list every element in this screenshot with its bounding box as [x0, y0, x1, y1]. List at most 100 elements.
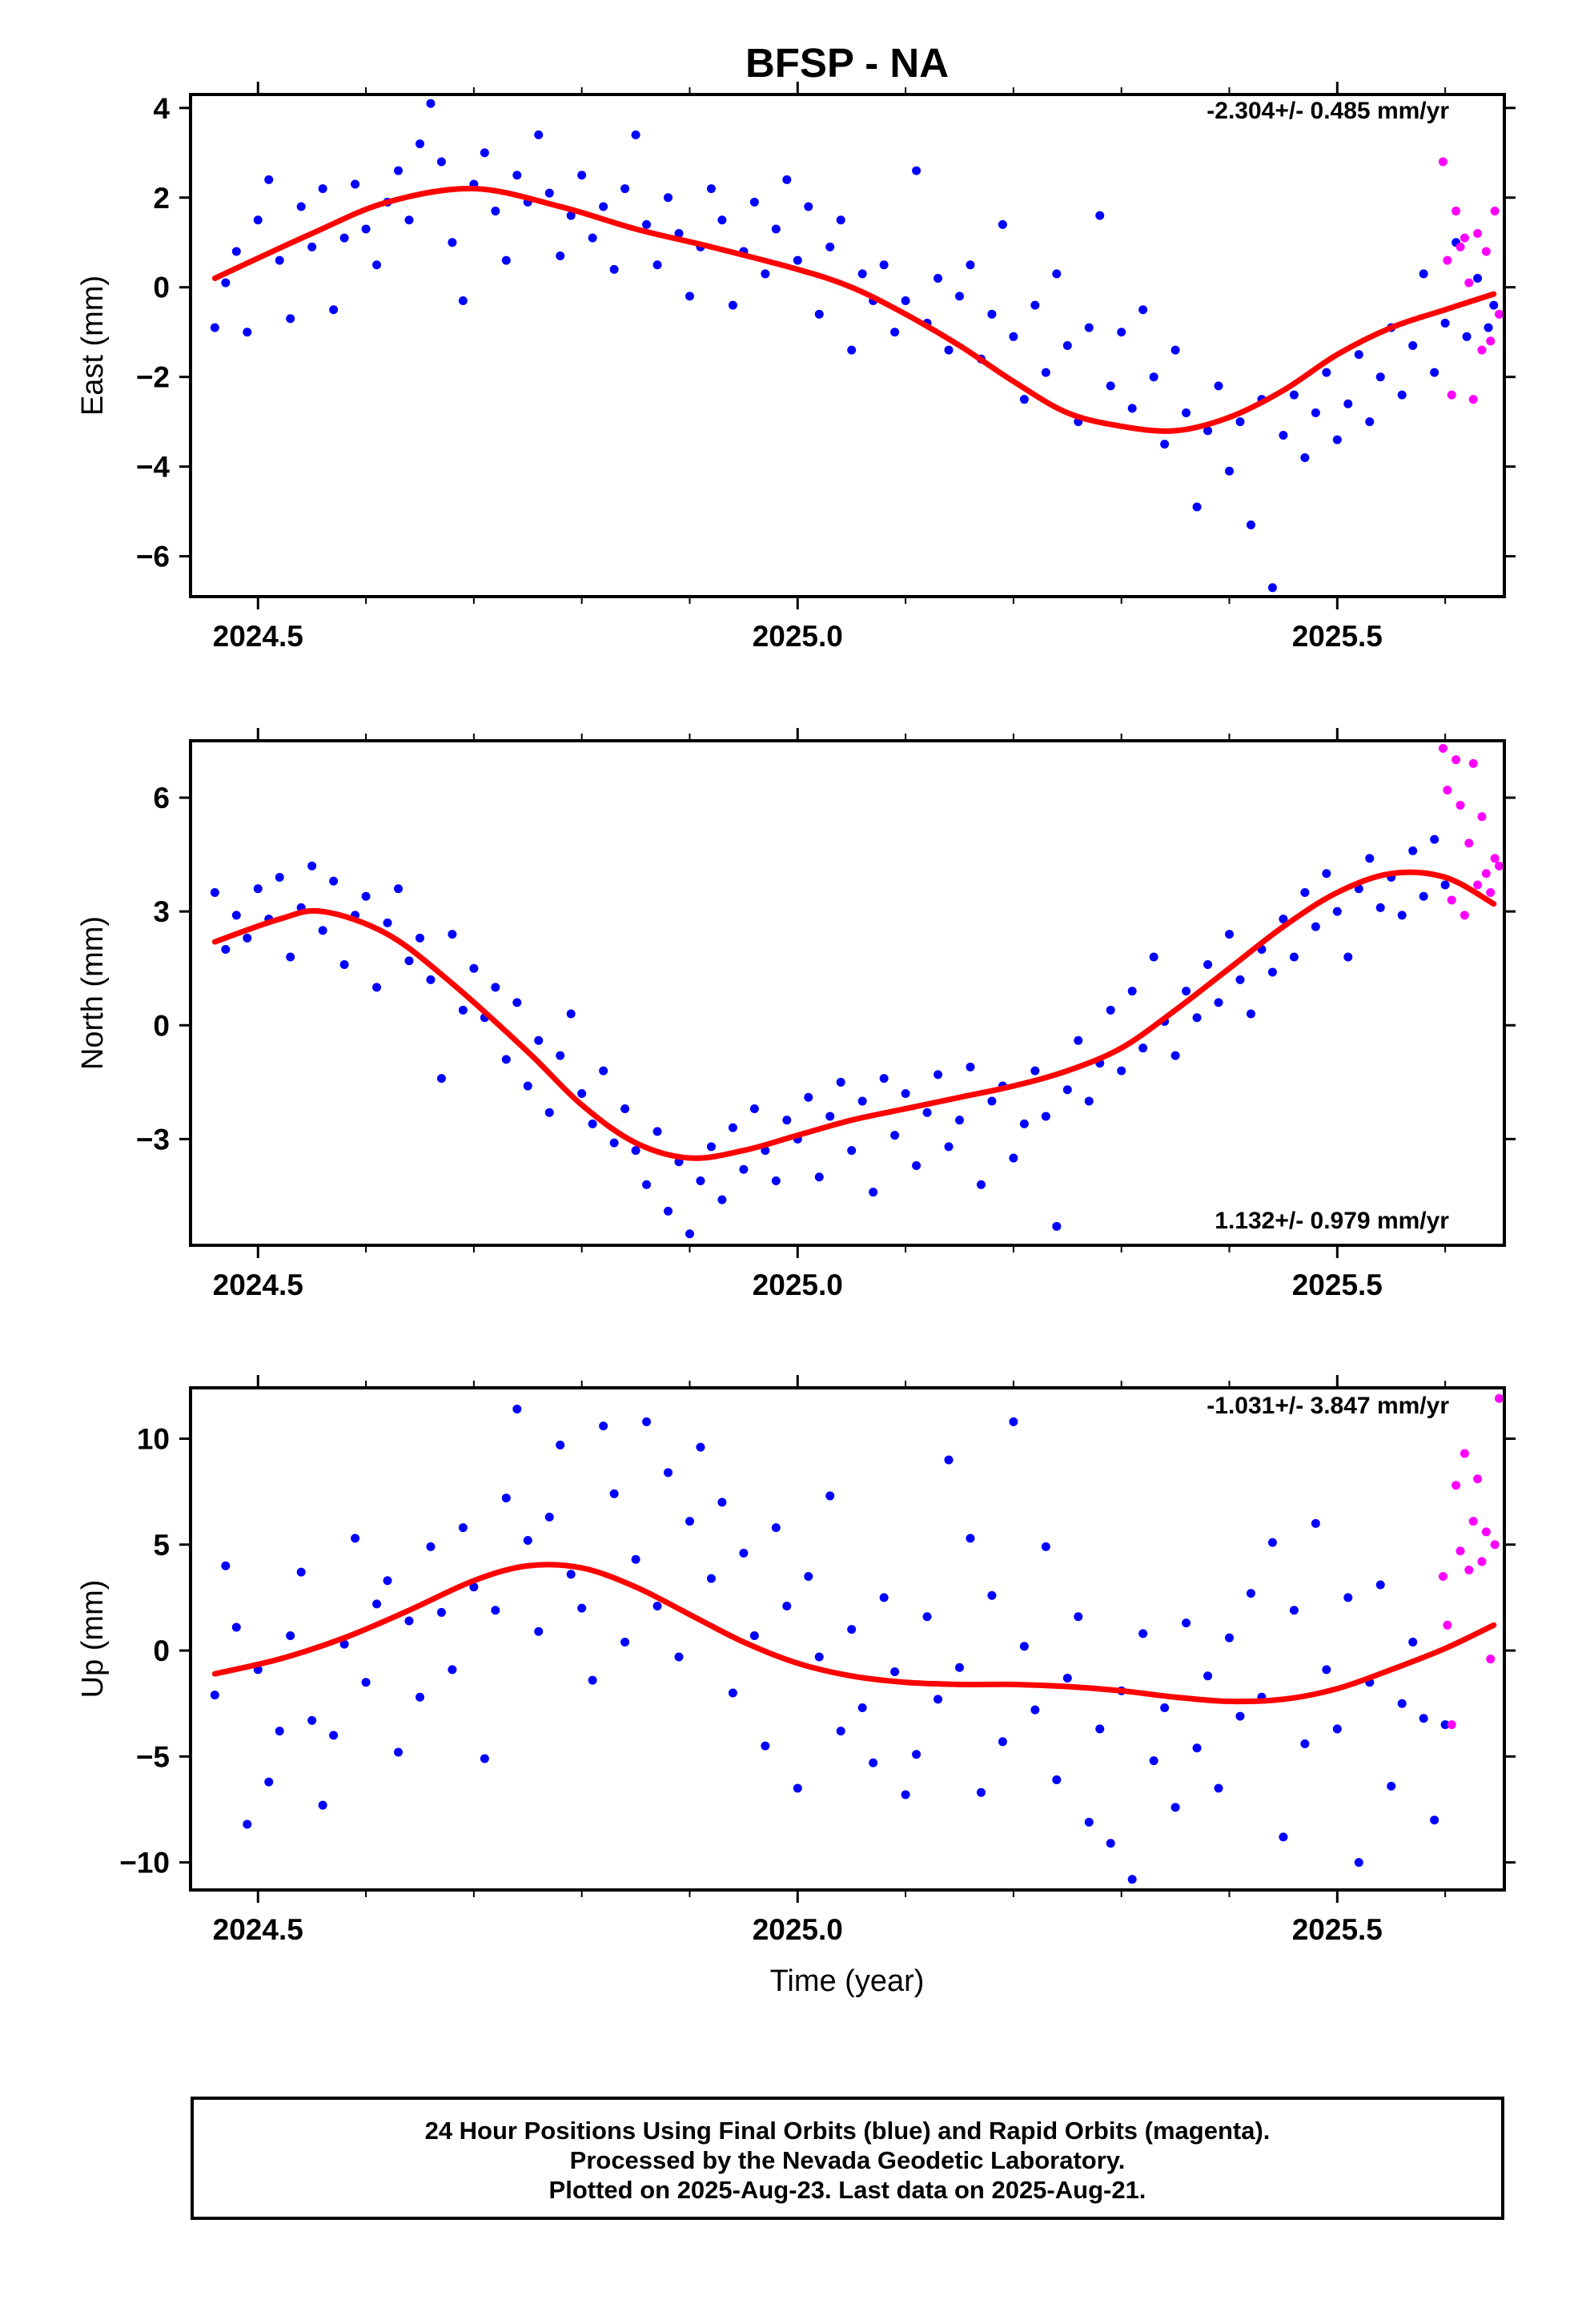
final-orbit-point [836, 215, 845, 225]
final-orbit-point [1430, 834, 1439, 844]
final-orbit-point [588, 1119, 597, 1128]
rapid-orbit-point [1486, 1655, 1496, 1664]
final-orbit-point [1279, 915, 1288, 924]
y-tick-label: −6 [136, 541, 170, 573]
final-orbit-point [685, 1229, 694, 1239]
y-tick-label: −2 [136, 361, 170, 394]
final-orbit-point [814, 309, 824, 319]
final-orbit-point [329, 1731, 339, 1740]
panel-1: −6 −4 −2 0 2 4 2024.5 2025.0 2025.5 East (mm) -2.3… [76, 82, 1516, 653]
rapid-orbit-point [1443, 786, 1452, 795]
final-orbit-point [1214, 998, 1223, 1007]
rapid-orbit-point [1495, 309, 1504, 319]
final-orbit-point [544, 1108, 554, 1117]
final-orbit-point [664, 1206, 673, 1216]
final-orbit-point [934, 1070, 943, 1080]
y-axis-label: East (mm) [76, 275, 110, 416]
final-orbit-point [264, 1777, 274, 1787]
final-orbit-point [771, 1523, 781, 1533]
final-orbit-point [1138, 1043, 1148, 1053]
final-orbit-point [1149, 952, 1158, 962]
final-orbit-point [415, 139, 424, 149]
rapid-orbit-point [1490, 854, 1500, 863]
final-orbit-point [1473, 274, 1483, 283]
final-orbit-point [814, 1172, 824, 1182]
rapid-orbit-point [1460, 911, 1469, 920]
final-orbit-point [1041, 1542, 1050, 1551]
final-orbit-point [1062, 341, 1072, 350]
final-orbit-point [954, 292, 964, 301]
final-orbit-point [480, 1754, 489, 1763]
final-orbit-point [1192, 1743, 1202, 1753]
final-orbit-point [534, 130, 544, 139]
final-orbit-point [869, 1758, 878, 1767]
final-orbit-point [782, 1601, 792, 1610]
final-orbit-point [448, 1665, 457, 1675]
final-orbit-point [1289, 1606, 1299, 1615]
final-orbit-point [609, 264, 619, 274]
final-orbit-point [1009, 1153, 1018, 1163]
data-layer [210, 743, 1504, 1239]
final-orbit-point [1397, 1699, 1407, 1708]
final-orbit-point [210, 887, 219, 897]
final-orbit-point [1203, 426, 1213, 436]
final-orbit-point [1160, 440, 1170, 449]
rapid-orbit-point [1464, 838, 1474, 848]
final-orbit-point [998, 219, 1007, 229]
final-orbit-point [329, 305, 339, 315]
final-orbit-point [976, 1180, 986, 1189]
caption-line-2: Processed by the Nevada Geodetic Laborat… [569, 2146, 1126, 2174]
final-orbit-point [857, 1096, 867, 1106]
final-orbit-point [383, 1576, 392, 1586]
final-orbit-point [329, 876, 339, 886]
final-orbit-point [879, 1074, 889, 1084]
final-orbit-point [1289, 390, 1299, 400]
rapid-orbit-point [1490, 1540, 1500, 1550]
y-axis-label: Up (mm) [76, 1580, 110, 1699]
x-axis-label: Time (year) [770, 1964, 925, 1998]
rapid-orbit-point [1481, 1527, 1491, 1537]
final-orbit-point [448, 238, 457, 247]
final-orbit-point [739, 1548, 749, 1558]
final-orbit-point [804, 202, 813, 211]
rapid-orbit-point [1452, 755, 1461, 765]
final-orbit-point [869, 1188, 878, 1197]
final-orbit-point [501, 255, 511, 265]
y-tick-label: −4 [136, 451, 171, 484]
final-orbit-point [588, 1675, 597, 1685]
data-layer [210, 99, 1504, 593]
final-orbit-point [394, 884, 404, 894]
final-orbit-point [1375, 903, 1385, 912]
final-orbit-point [501, 1055, 511, 1064]
final-orbit-point [987, 309, 997, 319]
final-orbit-point [674, 229, 684, 239]
final-orbit-point [1408, 846, 1418, 855]
final-orbit-point [556, 251, 565, 261]
final-orbit-point [491, 983, 500, 992]
final-orbit-point [1332, 907, 1342, 916]
rapid-orbit-point [1486, 336, 1496, 346]
final-orbit-point [1138, 305, 1148, 315]
final-orbit-point [556, 1440, 565, 1449]
final-orbit-point [1235, 417, 1245, 427]
final-orbit-point [566, 211, 576, 220]
final-orbit-point [1484, 323, 1493, 332]
final-orbit-point [1343, 952, 1353, 962]
final-orbit-point [739, 1164, 749, 1174]
rate-label: -2.304+/- 0.485 mm/yr [1207, 98, 1449, 124]
final-orbit-point [1440, 319, 1450, 328]
final-orbit-point [1084, 1817, 1094, 1827]
final-orbit-point [383, 918, 392, 927]
final-orbit-point [1030, 1066, 1040, 1076]
final-orbit-point [1084, 323, 1094, 332]
final-orbit-point [825, 242, 835, 251]
fit-curve [211, 869, 1497, 1161]
final-orbit-point [664, 193, 673, 203]
plot-frame [189, 739, 1506, 1247]
rapid-orbit-point [1468, 1517, 1478, 1526]
final-orbit-point [1419, 1714, 1428, 1723]
final-orbit-point [1440, 1720, 1450, 1730]
final-orbit-point [458, 296, 468, 306]
final-orbit-point [652, 1127, 662, 1136]
final-orbit-point [912, 1161, 921, 1171]
